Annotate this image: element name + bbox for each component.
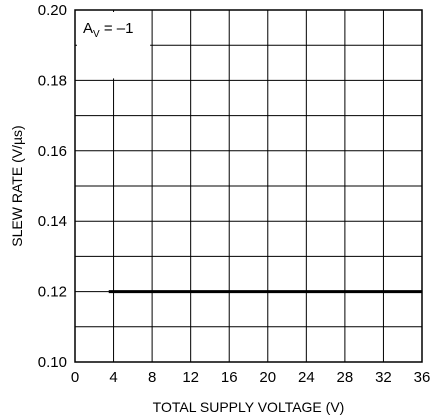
grid-lines (75, 10, 422, 362)
x-tick-label: 20 (259, 369, 276, 386)
plot-frame (74, 9, 423, 363)
gain-annotation-sub: V (93, 29, 100, 40)
y-tick-label: 0.20 (38, 2, 67, 19)
x-axis-title: TOTAL SUPPLY VOLTAGE (V) (153, 399, 345, 415)
x-tick-label: 0 (71, 369, 79, 386)
y-tick-label: 0.16 (38, 143, 67, 160)
x-tick-label: 16 (221, 369, 238, 386)
x-tick-label: 32 (375, 369, 392, 386)
y-tick-label: 0.12 (38, 284, 67, 301)
y-tick-labels: 0.10 0.12 0.14 0.16 0.18 0.20 (38, 2, 67, 371)
annotation-box (77, 12, 151, 79)
gain-annotation-rest: = –1 (100, 20, 134, 37)
x-tick-label: 36 (414, 369, 431, 386)
y-axis-title: SLEW RATE (V/µs) (9, 125, 25, 246)
x-tick-label: 24 (298, 369, 315, 386)
x-tick-label: 12 (182, 369, 199, 386)
gain-annotation: AV = –1 (83, 20, 133, 40)
gain-annotation-main: A (83, 20, 93, 37)
y-tick-label: 0.10 (38, 354, 67, 371)
y-tick-label: 0.14 (38, 213, 67, 230)
x-tick-label: 8 (148, 369, 156, 386)
y-tick-label: 0.18 (38, 72, 67, 89)
x-tick-label: 28 (337, 369, 354, 386)
x-tick-labels: 0 4 8 12 16 20 24 28 32 36 (71, 369, 431, 386)
x-tick-label: 4 (109, 369, 117, 386)
